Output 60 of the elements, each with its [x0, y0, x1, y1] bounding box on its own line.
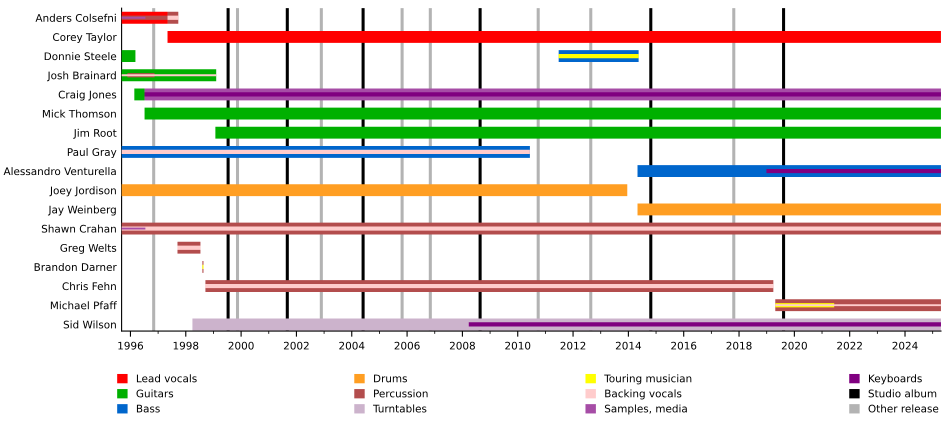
legend-label: Studio album — [868, 389, 936, 398]
legend-label: Percussion — [374, 389, 428, 398]
y-tick-label: Jim Root — [73, 128, 116, 139]
x-tick-label: 2010 — [505, 342, 530, 350]
x-tick-label: 2014 — [616, 342, 642, 350]
x-tick-label: 2012 — [560, 342, 586, 350]
bar — [177, 246, 200, 250]
bar — [134, 88, 145, 100]
y-tick-label: Corey Taylor — [53, 32, 117, 44]
x-tick-label: 2004 — [339, 342, 364, 350]
legend-label: Drums — [374, 374, 407, 382]
y-tick-label: Greg Welts — [60, 244, 116, 254]
bar — [766, 168, 941, 174]
y-tick-label: Donnie Steele — [44, 52, 116, 60]
x-tick-label: 2002 — [284, 342, 309, 350]
y-tick-label: Craig Jones — [58, 90, 116, 101]
x-tick-label: 2000 — [228, 342, 254, 350]
bar — [168, 30, 941, 43]
legend-label: Bass — [136, 404, 160, 413]
y-tick-label: Chris Fehn — [62, 282, 116, 290]
y-tick-label: Shawn Crahan — [42, 224, 116, 233]
bar — [468, 322, 941, 326]
bar — [144, 92, 941, 97]
y-tick-label: Alessandro Venturella — [4, 167, 116, 176]
y-tick-label: Mick Thomson — [42, 110, 116, 118]
y-tick-label: Paul Gray — [68, 148, 116, 158]
y-tick-label: Josh Brainard — [47, 71, 116, 82]
legend-label: Keyboards — [868, 374, 922, 384]
x-tick-label: 2018 — [726, 342, 752, 350]
x-tick-label: 2022 — [837, 342, 862, 350]
x-tick-label: 1998 — [174, 342, 198, 350]
legend-label: Samples, media — [604, 404, 687, 415]
bar — [168, 16, 178, 20]
y-tick-label: Anders Colsefni — [36, 14, 116, 22]
bar — [638, 203, 941, 216]
x-tick-label: 2016 — [671, 342, 696, 350]
legend-label: Touring musician — [604, 374, 692, 384]
legend-label: Lead vocals — [136, 374, 197, 382]
x-tick-label: 2006 — [394, 342, 420, 350]
y-tick-label: Brandon Darner — [34, 262, 117, 272]
x-tick-label: 2020 — [782, 342, 807, 350]
legend-label: Backing vocals — [605, 389, 682, 400]
bar — [122, 226, 941, 231]
legend-label: Guitars — [136, 389, 174, 398]
bar — [558, 54, 639, 58]
x-tick-label: 2008 — [450, 342, 475, 350]
y-tick-label: Michael Pfaff — [50, 301, 117, 310]
x-tick-label: 1996 — [118, 342, 144, 350]
bar — [122, 50, 136, 62]
bar — [215, 126, 941, 139]
y-tick-label: Jay Weinberg — [48, 205, 116, 216]
x-tick-label: 2024 — [892, 342, 918, 350]
y-tick-label: Sid Wilson — [64, 320, 116, 328]
bar — [122, 150, 530, 154]
bar — [144, 108, 941, 120]
bar — [205, 284, 774, 288]
legend-label: Other release — [868, 404, 938, 413]
legend-label: Turntables — [372, 404, 426, 413]
y-tick-label: Joey Jordison — [49, 186, 116, 196]
bar — [122, 184, 628, 196]
